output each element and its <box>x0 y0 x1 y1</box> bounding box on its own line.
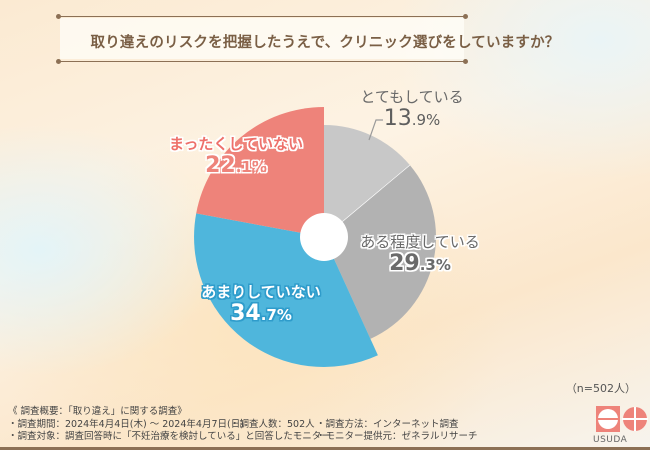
label-very-text: とてもしている <box>360 88 464 106</box>
footnote-row-2: ・調査対象：調査回答時に「不妊治療を検討している」と回答したモニター・モニター提… <box>8 431 478 444</box>
slice-not-much <box>194 213 378 367</box>
label-not-much-value: 34.7% <box>196 301 326 328</box>
title-box <box>60 18 464 59</box>
label-somewhat: ある程度している 29.3% <box>352 233 488 278</box>
title-rule-top <box>56 14 468 19</box>
label-not-much: あまりしていない 34.7% <box>196 283 326 328</box>
footnote-target: ・調査対象：調査回答時に「不妊治療を検討している」と回答したモニター <box>8 431 331 442</box>
sample-size: （n=502人） <box>565 382 636 395</box>
footnote-count: ・調査人数：502人 <box>230 418 315 430</box>
slice-somewhat <box>324 165 436 339</box>
usuda-logo-icon <box>596 406 648 432</box>
title-rule-bottom <box>56 59 468 64</box>
label-not-at-all-text: まったくしていない <box>169 135 303 153</box>
value-dec: .3% <box>419 256 451 274</box>
bottom-bar <box>0 447 650 450</box>
label-very-value: 13.9% <box>352 106 472 133</box>
slice-not-at-all <box>196 107 324 237</box>
label-not-at-all-value: 22.1% <box>162 153 310 180</box>
value-int: 22 <box>205 153 236 178</box>
label-not-at-all: まったくしていない 22.1% <box>162 135 310 180</box>
center-hole <box>300 213 348 261</box>
label-somewhat-text: ある程度している <box>360 233 480 251</box>
label-very: とてもしている 13.9% <box>352 88 472 133</box>
value-int: 13 <box>383 106 412 131</box>
value-dec: .9% <box>411 111 441 129</box>
footnote-provider: ・モニター提供元：ゼネラルリサーチ <box>316 431 478 442</box>
label-somewhat-value: 29.3% <box>352 251 488 278</box>
slice-very <box>324 124 410 237</box>
logo-name: USUDA <box>593 435 628 445</box>
label-not-much-text: あまりしていない <box>201 283 321 301</box>
survey-footnote: 《 調査概要：「取り違え」に関する調査》 ・調査期間：2024年4月4日(木) … <box>8 406 478 444</box>
value-int: 29 <box>389 251 420 276</box>
value-dec: .1% <box>235 158 267 176</box>
logo-text: USUDA <box>593 435 627 445</box>
leader-line <box>368 119 383 141</box>
chart-title: 取り違えのリスクを把握したうえで、クリニック選びをしていますか？ <box>90 35 560 51</box>
footnote-period: ・調査期間：2024年4月4日(木) ～ 2024年4月7日(日) <box>8 418 244 430</box>
footnote-method: ・調査方法：インターネット調査 <box>316 418 459 430</box>
value-int: 34 <box>230 301 261 326</box>
value-dec: .7% <box>260 306 292 324</box>
footnote-row-1: ・調査期間：2024年4月4日(木) ～ 2024年4月7日(日)・調査人数：5… <box>8 419 478 432</box>
footnote-heading: 《 調査概要：「取り違え」に関する調査》 <box>8 406 187 417</box>
